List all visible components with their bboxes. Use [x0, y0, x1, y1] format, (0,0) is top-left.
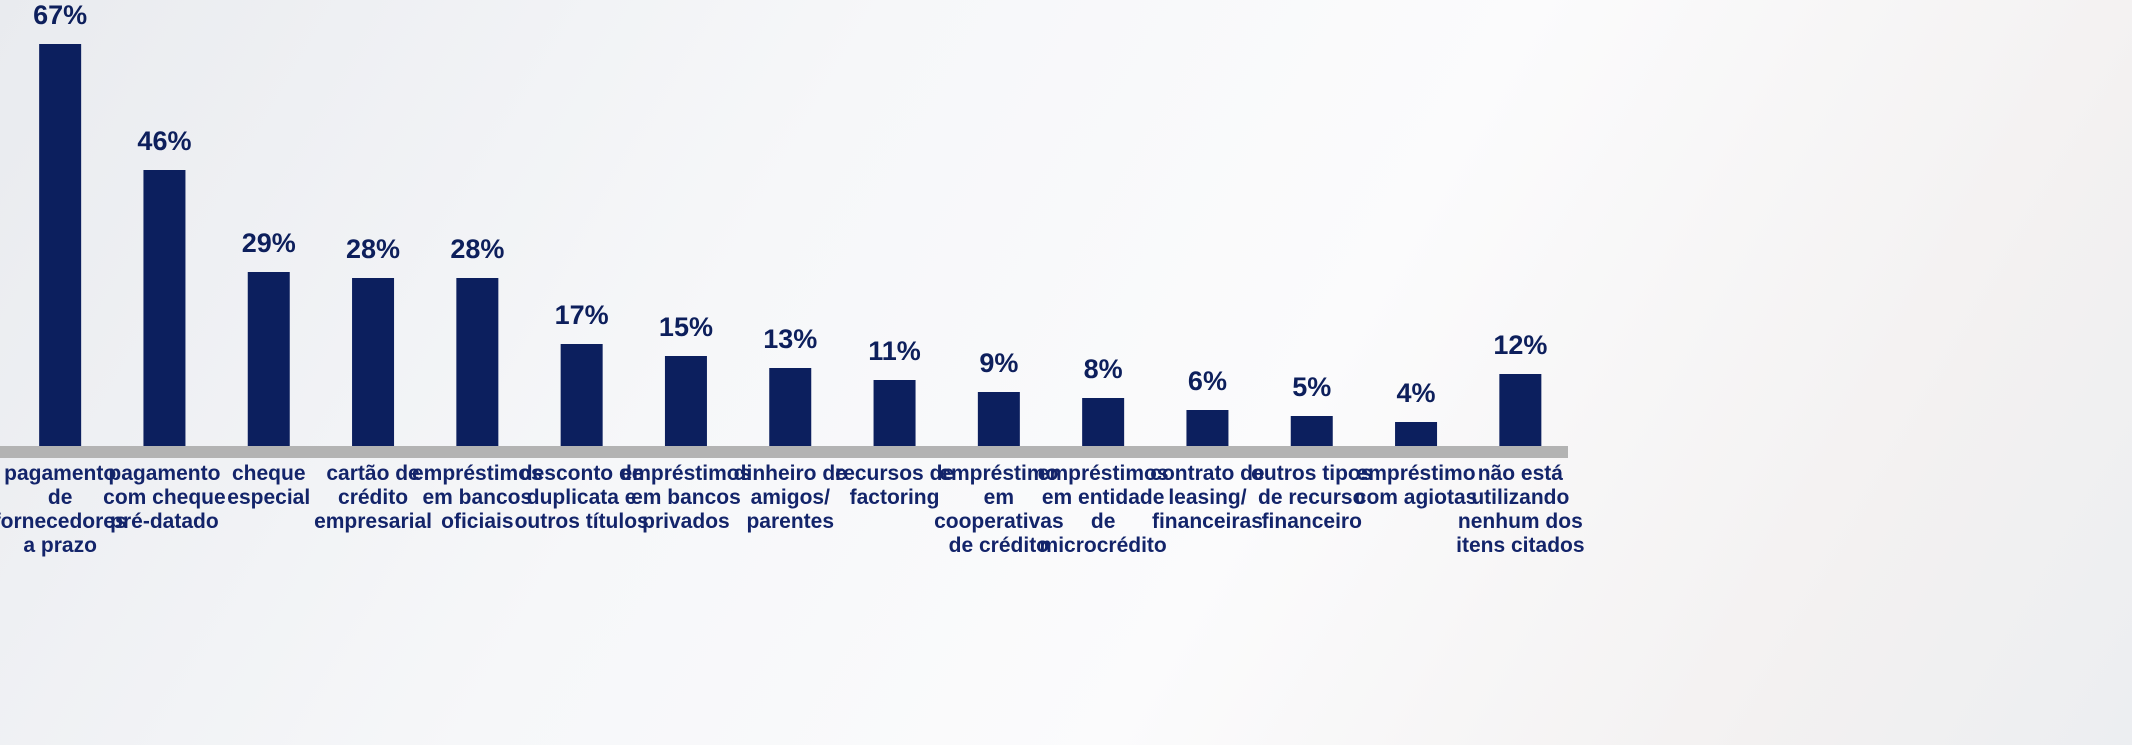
data-label: 28%: [346, 234, 400, 264]
category-label: empréstimos em entidade de microcrédito: [1037, 462, 1169, 557]
bar: [769, 368, 812, 446]
data-label: 12%: [1493, 330, 1547, 360]
bar: [1395, 422, 1438, 446]
bar: [560, 344, 603, 446]
data-label: 6%: [1188, 366, 1227, 396]
bar: [1186, 410, 1229, 446]
data-label: 9%: [979, 348, 1018, 378]
category-label: desconto de duplicata e outros títulos: [514, 462, 649, 533]
data-label: 28%: [450, 234, 504, 264]
data-label: 46%: [137, 126, 191, 156]
category-label: não está utilizando nenhum dos itens cit…: [1456, 462, 1585, 557]
data-label: 11%: [868, 336, 921, 366]
bar: [1082, 398, 1125, 446]
bar: [1290, 416, 1333, 446]
data-label: 17%: [555, 300, 609, 330]
axis-line: [0, 446, 1568, 458]
category-label: recursos de factoring: [835, 462, 955, 509]
category-label: pagamento de fornecedores a prazo: [0, 462, 127, 557]
bar: [247, 272, 290, 446]
category-label: empréstimos em bancos oficiais: [411, 462, 543, 533]
category-label: dinheiro de amigos/ parentes: [733, 462, 847, 533]
bar: [873, 380, 916, 446]
bar: [664, 356, 707, 446]
bar: [977, 392, 1020, 446]
category-label: cartão de crédito empresarial: [314, 462, 432, 533]
bar: [352, 278, 395, 446]
category-label: empréstimos em bancos privados: [620, 462, 752, 533]
data-label: 15%: [659, 312, 713, 342]
bar: [1499, 374, 1542, 446]
category-label: outros tipos de recurso financeiro: [1251, 462, 1373, 533]
data-label: 13%: [763, 324, 817, 354]
bar: [456, 278, 499, 446]
category-label: empréstimo em cooperativas de crédito: [934, 462, 1064, 557]
category-label: contrato de leasing/ financeiras: [1150, 462, 1265, 533]
category-label: pagamento com cheque pré-datado: [103, 462, 226, 533]
bar: [143, 170, 186, 446]
bar: [39, 44, 82, 446]
category-label: cheque especial: [227, 462, 311, 509]
category-label: empréstimo com agiotas: [1354, 462, 1478, 509]
data-label: 4%: [1397, 378, 1436, 408]
data-label: 67%: [33, 0, 87, 30]
data-label: 8%: [1084, 354, 1123, 384]
data-label: 29%: [242, 228, 296, 258]
data-label: 5%: [1292, 372, 1331, 402]
